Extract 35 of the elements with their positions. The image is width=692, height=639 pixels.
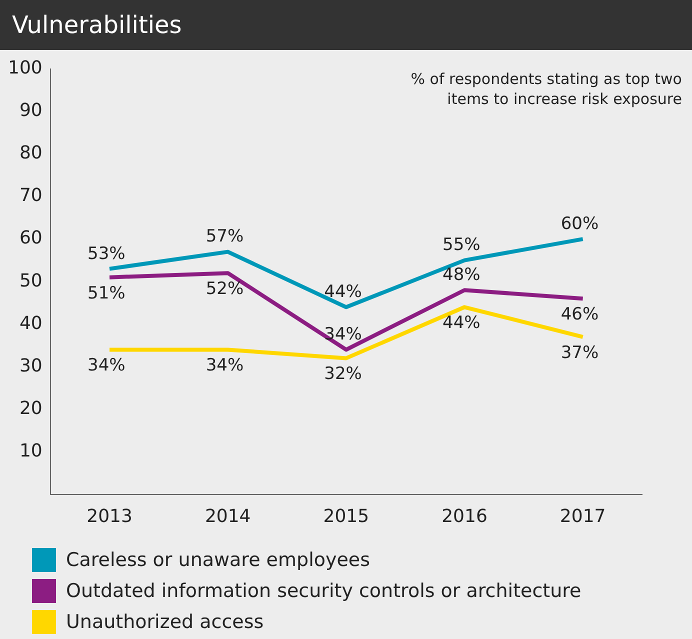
legend-label: Outdated information security controls or architecture bbox=[66, 580, 582, 602]
x-tick-label: 2013 bbox=[86, 506, 132, 527]
data-label: 57% bbox=[206, 226, 244, 247]
data-label: 32% bbox=[324, 364, 362, 384]
data-label: 44% bbox=[324, 282, 362, 302]
chart-title: Vulnerabilities bbox=[0, 0, 692, 50]
legend-label: Careless or unaware employees bbox=[66, 548, 370, 570]
y-tick-label: 50 bbox=[19, 270, 42, 292]
y-tick-label: 90 bbox=[19, 100, 42, 122]
x-tick-label: 2015 bbox=[323, 506, 370, 527]
data-label: 34% bbox=[88, 356, 126, 376]
y-tick-label: 100 bbox=[8, 57, 42, 78]
data-label: 52% bbox=[206, 279, 244, 300]
data-label: 44% bbox=[442, 313, 480, 334]
x-tick-label: 2014 bbox=[204, 506, 251, 527]
data-label: 37% bbox=[560, 342, 599, 363]
x-tick-label: 2017 bbox=[560, 506, 606, 527]
data-label: 60% bbox=[560, 214, 599, 234]
x-tick-label: 2016 bbox=[442, 506, 488, 527]
y-tick-label: 80 bbox=[19, 142, 42, 164]
annotation: % of respondents stating as top two items to increase risk exposure bbox=[410, 70, 682, 108]
y-tick-label: 10 bbox=[19, 440, 42, 462]
y-tick-label: 20 bbox=[19, 398, 42, 419]
y-tick-label: 30 bbox=[19, 355, 42, 376]
data-label: 55% bbox=[442, 235, 480, 256]
data-label: 34% bbox=[324, 324, 362, 345]
legend-label: Unauthorized access bbox=[66, 610, 264, 632]
y-tick-label: 40 bbox=[19, 312, 42, 334]
data-label: 34% bbox=[206, 356, 244, 376]
y-tick-label: 60 bbox=[19, 228, 42, 249]
data-label: 48% bbox=[442, 265, 480, 286]
data-label: 46% bbox=[560, 304, 599, 325]
data-label: 53% bbox=[88, 244, 126, 264]
data-label: 51% bbox=[88, 283, 126, 304]
y-tick-label: 70 bbox=[19, 185, 42, 206]
